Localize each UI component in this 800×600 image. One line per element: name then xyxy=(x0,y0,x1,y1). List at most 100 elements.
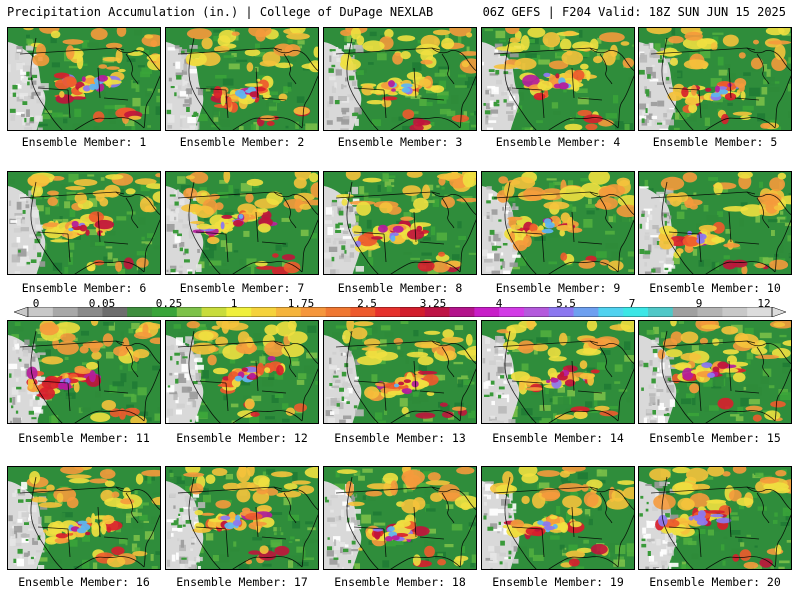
ensemble-member-label: Ensemble Member: 4 xyxy=(495,135,621,149)
colorbar-tick-label: 7 xyxy=(628,297,636,310)
colorbar-segment xyxy=(52,307,78,317)
colorbar-tick-label: 1 xyxy=(230,297,238,310)
precip-map xyxy=(639,172,791,274)
colorbar-segment xyxy=(449,307,475,317)
ensemble-member-label: Ensemble Member: 2 xyxy=(179,135,305,149)
ensemble-map-panel xyxy=(165,320,319,424)
colorbar-segment xyxy=(375,307,401,317)
precip-map xyxy=(324,321,476,423)
ensemble-member-label: Ensemble Member: 11 xyxy=(18,431,150,445)
colorbar-segment xyxy=(102,307,128,317)
ensemble-map-panel xyxy=(165,27,319,131)
ensemble-map-panel xyxy=(323,320,477,424)
ensemble-member-label: Ensemble Member: 15 xyxy=(649,431,781,445)
header-title: Precipitation Accumulation (in.) | Colle… xyxy=(7,5,434,19)
ensemble-member-label: Ensemble Member: 17 xyxy=(176,575,308,589)
precip-map xyxy=(8,172,160,274)
ensemble-map-panel xyxy=(165,171,319,275)
ensemble-map-panel xyxy=(481,171,635,275)
ensemble-member-label: Ensemble Member: 12 xyxy=(176,431,308,445)
precip-map xyxy=(482,467,634,569)
ensemble-member-label: Ensemble Member: 13 xyxy=(334,431,466,445)
colorbar-segment xyxy=(127,307,153,317)
colorbar-tick-label: 4 xyxy=(495,297,503,310)
precip-map xyxy=(8,321,160,423)
precip-map xyxy=(8,467,160,569)
ensemble-map-panel xyxy=(638,466,792,570)
colorbar-tick-label: 0 xyxy=(32,297,40,310)
precip-map xyxy=(482,172,634,274)
ensemble-map-panel xyxy=(323,466,477,570)
colorbar-segment xyxy=(176,307,202,317)
colorbar-segment xyxy=(201,307,227,317)
ensemble-member-label: Ensemble Member: 3 xyxy=(337,135,463,149)
ensemble-member-label: Ensemble Member: 20 xyxy=(649,575,781,589)
ensemble-member-label: Ensemble Member: 19 xyxy=(492,575,624,589)
ensemble-map-panel xyxy=(7,27,161,131)
precip-map xyxy=(324,467,476,569)
ensemble-map-panel xyxy=(323,171,477,275)
colorbar-segment xyxy=(226,307,252,317)
colorbar-segment xyxy=(424,307,450,317)
colorbar-segment xyxy=(747,307,773,317)
colorbar-min-arrow xyxy=(14,307,29,317)
ensemble-member-label: Ensemble Member: 18 xyxy=(334,575,466,589)
ensemble-map-panel xyxy=(638,171,792,275)
ensemble-map-panel xyxy=(165,466,319,570)
colorbar-tick-label: 9 xyxy=(695,297,703,310)
precip-map xyxy=(639,321,791,423)
header-valid-time: 06Z GEFS | F204 Valid: 18Z SUN JUN 15 20… xyxy=(482,5,786,19)
ensemble-map-panel xyxy=(481,27,635,131)
ensemble-map-panel xyxy=(323,27,477,131)
colorbar-segment xyxy=(251,307,277,317)
ensemble-member-label: Ensemble Member: 16 xyxy=(18,575,150,589)
colorbar-segment xyxy=(672,307,698,317)
colorbar-segment xyxy=(77,307,103,317)
precip-map xyxy=(166,321,318,423)
precip-map xyxy=(639,28,791,130)
ensemble-member-label: Ensemble Member: 7 xyxy=(179,281,305,295)
colorbar xyxy=(14,307,786,317)
colorbar-segment xyxy=(28,307,54,317)
ensemble-member-label: Ensemble Member: 9 xyxy=(495,281,621,295)
colorbar-segment xyxy=(648,307,674,317)
ensemble-map-panel xyxy=(7,171,161,275)
colorbar-segment xyxy=(623,307,649,317)
ensemble-map-panel xyxy=(481,466,635,570)
ensemble-member-label: Ensemble Member: 1 xyxy=(21,135,147,149)
colorbar-segment xyxy=(524,307,550,317)
colorbar-segment xyxy=(276,307,302,317)
colorbar-segment xyxy=(325,307,351,317)
colorbar-segment xyxy=(499,307,525,317)
colorbar-segment xyxy=(474,307,500,317)
colorbar-segment xyxy=(350,307,376,317)
ensemble-member-label: Ensemble Member: 10 xyxy=(649,281,781,295)
ensemble-map-panel xyxy=(7,466,161,570)
ensemble-member-label: Ensemble Member: 6 xyxy=(21,281,147,295)
precip-map xyxy=(324,28,476,130)
ensemble-member-label: Ensemble Member: 14 xyxy=(492,431,624,445)
ensemble-map-panel xyxy=(481,320,635,424)
colorbar-segment xyxy=(548,307,574,317)
ensemble-member-label: Ensemble Member: 5 xyxy=(652,135,778,149)
colorbar-segment xyxy=(400,307,426,317)
ensemble-member-label: Ensemble Member: 8 xyxy=(337,281,463,295)
precip-map xyxy=(324,172,476,274)
precip-map xyxy=(166,467,318,569)
precip-map xyxy=(482,28,634,130)
precip-map xyxy=(482,321,634,423)
ensemble-map-panel xyxy=(638,320,792,424)
precip-map xyxy=(8,28,160,130)
colorbar-segment xyxy=(598,307,624,317)
precip-map xyxy=(166,28,318,130)
colorbar-segment xyxy=(573,307,599,317)
colorbar-segment xyxy=(722,307,748,317)
colorbar-segment xyxy=(300,307,326,317)
ensemble-map-panel xyxy=(638,27,792,131)
colorbar-segment xyxy=(697,307,723,317)
ensemble-map-panel xyxy=(7,320,161,424)
colorbar-segment xyxy=(152,307,178,317)
colorbar-max-arrow xyxy=(771,307,786,317)
precip-map xyxy=(166,172,318,274)
precip-map xyxy=(639,467,791,569)
